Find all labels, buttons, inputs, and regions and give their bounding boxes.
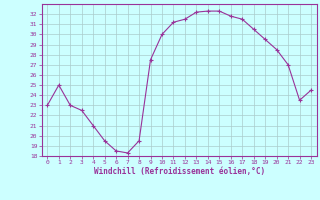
X-axis label: Windchill (Refroidissement éolien,°C): Windchill (Refroidissement éolien,°C) [94, 167, 265, 176]
